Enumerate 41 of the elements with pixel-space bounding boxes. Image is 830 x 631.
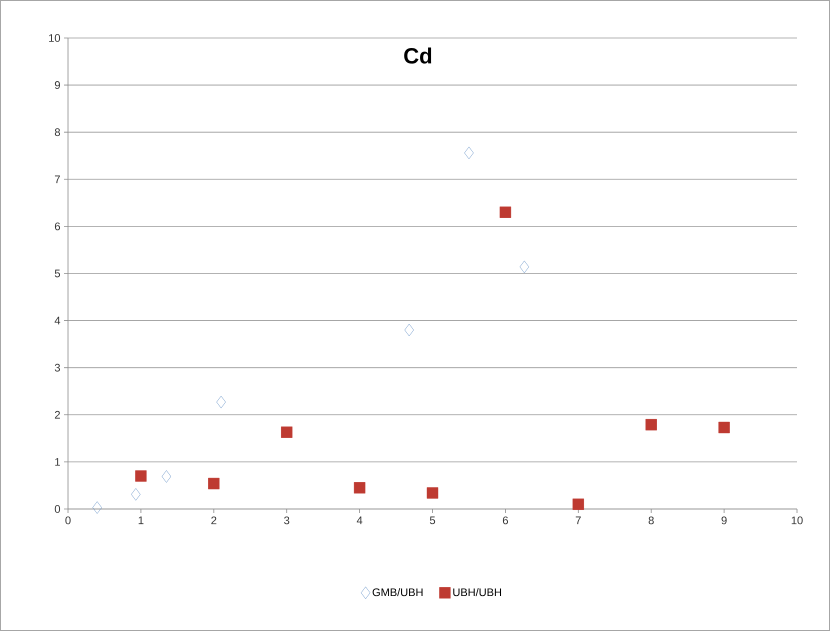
y-tick-label: 3 — [54, 364, 60, 372]
point — [281, 426, 292, 438]
y-tick-label: 1 — [55, 458, 60, 466]
point — [520, 260, 530, 274]
x-tick-label: 3 — [284, 516, 290, 524]
y-tick-label: 2 — [54, 410, 60, 419]
x-tick-label: 4 — [356, 516, 362, 524]
point — [646, 418, 657, 430]
point — [354, 482, 366, 494]
point — [404, 324, 414, 336]
point — [216, 396, 226, 408]
x-tick-label: 1 — [138, 516, 144, 524]
x-tick-label: 2 — [211, 516, 216, 524]
x-tick-label: 0 — [65, 516, 71, 524]
point — [135, 470, 147, 482]
x-tick-label: 5 — [430, 516, 436, 524]
point — [92, 501, 102, 514]
point — [572, 498, 584, 510]
chart-title: Cd — [404, 47, 432, 64]
y-tick-label: 8 — [54, 128, 60, 136]
y-tick-label: 9 — [54, 81, 60, 89]
point — [162, 470, 172, 483]
x-tick-label: 6 — [502, 516, 508, 524]
point — [500, 206, 512, 218]
legend-label: GMB/UBH — [372, 588, 423, 596]
point — [718, 422, 730, 434]
x-tick-label: 7 — [576, 516, 581, 524]
y-tick-label: 6 — [54, 222, 60, 230]
point — [426, 487, 438, 499]
x-tick-label: 8 — [648, 516, 654, 524]
legend-label: UBH/UBH — [453, 588, 502, 596]
point — [464, 146, 474, 160]
point — [131, 488, 141, 501]
y-tick-label: 10 — [49, 34, 60, 42]
y-tick-label: 0 — [54, 505, 60, 513]
x-tick-label: 9 — [722, 516, 727, 524]
point — [208, 478, 220, 490]
x-tick-label: 10 — [792, 516, 803, 524]
y-tick-label: 4 — [54, 316, 60, 324]
y-tick-label: 7 — [54, 176, 60, 184]
y-tick-label: 5 — [54, 270, 60, 278]
